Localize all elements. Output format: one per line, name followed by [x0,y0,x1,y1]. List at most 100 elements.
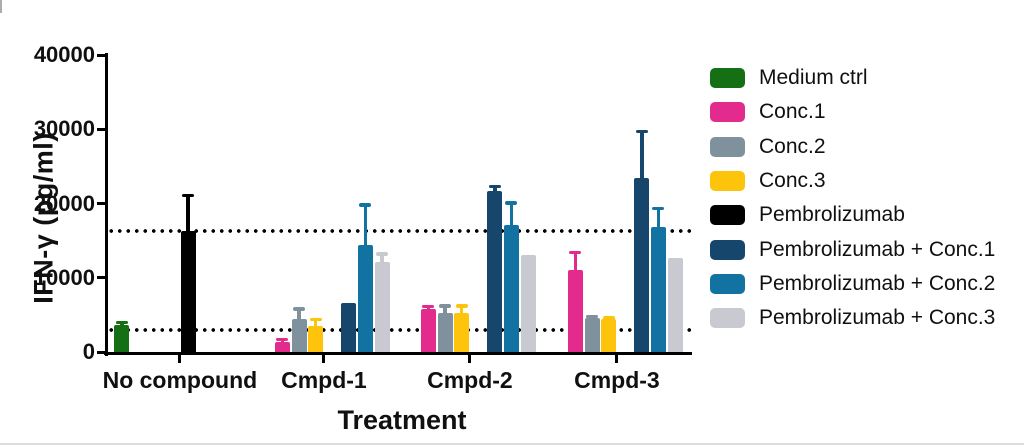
legend-item-conc-2: Conc.2 [710,130,995,164]
error-bar-cmpd-2-conc-1 [426,305,431,312]
legend-item-pembrolizumab: Pembrolizumab [710,198,995,232]
error-bar-cmpd-3-pembrolizumab-conc-2 [656,207,661,231]
error-cap-cmpd-1-pembrolizumab-conc-2 [359,203,372,207]
error-bar-no-compound-pembrolizumab [186,194,191,234]
y-tick-label-10000: 10000 [33,264,95,290]
reference-line-2900 [107,328,692,333]
legend-item-medium-ctrl: Medium ctrl [710,61,995,95]
legend-swatch-conc-1 [710,102,745,123]
error-cap-cmpd-1-conc-1 [276,337,289,342]
legend-item-conc-3: Conc.3 [710,164,995,198]
bottom-edge-line [0,443,1024,445]
error-bar-cmpd-3-pembrolizumab-conc-1 [639,130,644,182]
error-bar-cmpd-1-conc-2 [297,308,301,323]
reference-line-16300 [107,228,692,233]
x-axis-label-cmpd-2: Cmpd-2 [427,367,513,393]
y-tick-label-20000: 20000 [33,190,95,216]
legend-label-conc-2: Conc.2 [759,134,826,158]
bar-no-compound-medium-ctrl [114,324,130,354]
x-axis-line [104,351,692,355]
legend-label-conc-1: Conc.1 [759,100,826,124]
legend: Medium ctrl Conc.1 Conc.2 Conc.3 Pembrolizum… [710,61,995,335]
error-bar-cmpd-2-conc-2 [443,305,447,317]
error-bar-cmpd-2-conc-3 [459,305,464,317]
bar-no-compound-pembrolizumab [180,230,196,354]
error-cap-cmpd-3-conc-3 [602,316,615,320]
legend-item-pembrolizumab-conc-3: Pembrolizumab + Conc.3 [710,301,995,335]
y-tick-20000 [97,202,105,205]
error-bar-cmpd-1-pembrolizumab-conc-3 [380,253,384,266]
error-cap-cmpd-2-conc-1 [422,304,435,309]
error-cap-no-compound-pembrolizumab [182,193,195,198]
bar-cmpd-3-conc-1 [567,269,583,354]
screen-edge-artifact [0,0,2,13]
error-cap-cmpd-2-pembrolizumab-conc-1 [488,184,501,189]
error-cap-no-compound-medium-ctrl [115,320,128,325]
bar-cmpd-2-conc-1 [420,308,436,354]
x-tick-no-compound [178,355,182,363]
error-bar-cmpd-1-conc-3 [313,318,318,329]
legend-swatch-pembrolizumab [710,205,745,226]
legend-item-conc-1: Conc.1 [710,95,995,129]
error-cap-cmpd-2-conc-2 [439,304,451,308]
x-axis-label-cmpd-3: Cmpd-3 [574,367,660,393]
error-bar-no-compound-medium-ctrl [119,321,124,328]
legend-swatch-pembrolizumab-conc-1 [710,239,745,260]
bar-cmpd-1-pembrolizumab-conc-3 [374,262,390,354]
error-bar-cmpd-1-conc-1 [280,338,285,345]
legend-item-pembrolizumab-conc-1: Pembrolizumab + Conc.1 [710,232,995,266]
error-bar-cmpd-2-pembrolizumab-conc-1 [492,185,497,194]
x-tick-cmpd-3 [615,355,619,363]
y-tick-30000 [97,127,105,131]
bar-cmpd-1-pembrolizumab-conc-2 [357,245,373,354]
x-tick-cmpd-1 [322,355,326,363]
error-cap-cmpd-1-pembrolizumab-conc-3 [376,252,388,256]
bar-cmpd-2-conc-2 [437,313,453,354]
error-bar-cmpd-2-pembrolizumab-conc-2 [509,202,514,229]
legend-swatch-pembrolizumab-conc-2 [710,273,745,294]
y-tick-0 [97,350,105,354]
y-tick-label-30000: 30000 [33,116,95,142]
x-tick-cmpd-2 [468,355,472,363]
bar-cmpd-3-conc-3 [601,318,617,354]
y-tick-40000 [97,53,105,57]
bar-cmpd-3-conc-2 [584,317,600,354]
bar-cmpd-2-pembrolizumab-conc-2 [503,225,519,354]
error-bar-cmpd-3-conc-2 [590,315,594,321]
legend-label-pembrolizumab-conc-3: Pembrolizumab + Conc.3 [759,306,996,330]
bar-cmpd-3-pembrolizumab-conc-1 [634,178,650,354]
legend-label-medium-ctrl: Medium ctrl [759,66,868,90]
legend-label-pembrolizumab-conc-1: Pembrolizumab + Conc.1 [759,237,996,261]
y-tick-10000 [97,276,105,280]
error-cap-cmpd-3-pembrolizumab-conc-1 [635,129,648,134]
bar-cmpd-1-conc-1 [274,341,290,354]
legend-swatch-conc-3 [710,171,745,192]
legend-swatch-conc-2 [710,136,745,157]
error-cap-cmpd-3-conc-1 [569,250,582,255]
bar-cmpd-1-pembrolizumab-conc-1 [341,302,357,354]
y-tick-label-0: 0 [82,339,95,364]
y-axis-line [105,53,108,356]
bar-cmpd-3-pembrolizumab-conc-2 [650,227,666,354]
y-tick-label-40000: 40000 [33,42,95,67]
legend-swatch-pembrolizumab-conc-3 [710,308,745,329]
x-axis-label-cmpd-1: Cmpd-1 [281,367,367,393]
error-cap-cmpd-2-pembrolizumab-conc-2 [505,201,518,205]
error-cap-cmpd-3-pembrolizumab-conc-2 [652,206,665,211]
error-bar-cmpd-3-conc-1 [573,251,578,273]
bar-cmpd-1-conc-2 [291,319,307,354]
legend-label-pembrolizumab: Pembrolizumab [759,203,905,227]
error-cap-cmpd-1-conc-3 [309,317,322,322]
bar-cmpd-1-conc-3 [308,326,324,354]
legend-item-pembrolizumab-conc-2: Pembrolizumab + Conc.2 [710,267,995,301]
legend-label-pembrolizumab-conc-2: Pembrolizumab + Conc.2 [759,271,996,295]
bar-cmpd-3-pembrolizumab-conc-3 [667,257,683,354]
x-axis-label-no-compound: No compound [102,367,258,393]
bar-cmpd-2-pembrolizumab-conc-3 [520,254,536,354]
legend-label-conc-3: Conc.3 [759,169,826,193]
bar-cmpd-2-conc-3 [454,313,470,354]
error-cap-cmpd-3-conc-2 [586,314,598,319]
x-axis-title: Treatment [337,405,467,435]
